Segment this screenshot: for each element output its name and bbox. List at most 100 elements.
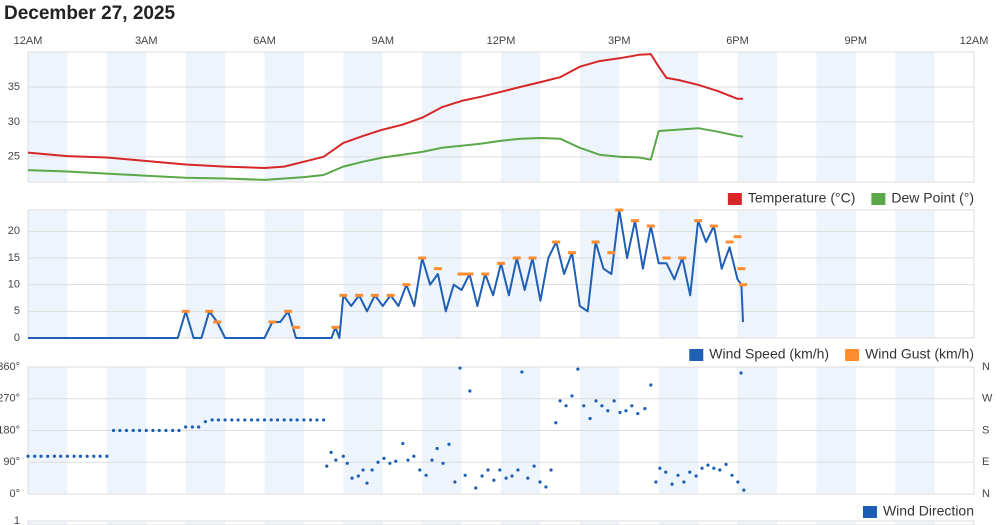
direction-dot — [46, 454, 50, 458]
y2-tick-label: E — [982, 456, 989, 468]
y-tick-label: 15 — [8, 252, 20, 264]
direction-dot — [435, 446, 439, 451]
direction-dot — [739, 371, 743, 375]
y-tick-label: 180° — [0, 424, 20, 436]
direction-dot — [430, 458, 434, 462]
direction-dot — [624, 409, 628, 413]
direction-dot — [243, 418, 247, 422]
gust-marker — [552, 240, 561, 244]
hour-band — [185, 521, 226, 525]
direction-dot — [447, 442, 451, 446]
gust-marker — [284, 309, 293, 313]
gust-marker — [339, 293, 348, 297]
gust-marker — [528, 256, 537, 260]
direction-dot — [223, 418, 227, 422]
y-tick-label: 30 — [8, 116, 20, 128]
gust-marker — [725, 240, 734, 244]
gust-marker — [370, 293, 379, 297]
hour-band — [106, 210, 147, 338]
direction-dot — [388, 461, 392, 465]
direction-dot — [576, 367, 580, 371]
hour-band — [895, 521, 935, 525]
direction-dot — [441, 461, 445, 465]
y-tick-label: 20 — [8, 225, 20, 237]
series-line — [28, 209, 744, 339]
hour-band — [343, 210, 383, 338]
direction-dot — [554, 421, 558, 425]
direction-dot — [72, 454, 76, 458]
direction-dot — [98, 454, 102, 458]
y-tick-label: 1 — [14, 515, 20, 525]
direction-dot — [463, 473, 467, 477]
direction-dot — [418, 468, 422, 472]
gust-marker — [662, 256, 671, 260]
x-tick-label: 12PM — [487, 35, 516, 47]
y-tick-label: 10 — [8, 279, 20, 291]
gust-marker — [386, 293, 395, 297]
direction-dot — [406, 458, 410, 462]
direction-dot — [164, 428, 168, 433]
direction-dot — [177, 428, 181, 433]
gust-marker — [646, 224, 655, 228]
direction-dot — [516, 468, 520, 472]
series-line — [27, 127, 744, 181]
legend-label: Dew Point (°) — [891, 190, 974, 206]
direction-dot — [706, 463, 710, 467]
direction-dot — [549, 468, 553, 472]
direction-dot — [498, 468, 502, 472]
direction-dot — [302, 418, 306, 422]
direction-dot — [144, 428, 148, 433]
hour-band — [658, 521, 699, 525]
y-tick-label: 0 — [14, 332, 20, 344]
direction-dot — [39, 454, 43, 458]
x-tick-label: 6PM — [726, 35, 749, 47]
hour-band — [422, 52, 462, 182]
direction-dot — [124, 428, 129, 433]
direction-dot — [325, 464, 329, 468]
direction-dot — [594, 399, 598, 403]
direction-dot — [636, 411, 640, 416]
gust-marker — [709, 224, 718, 228]
direction-dot — [724, 462, 728, 466]
direction-dot — [370, 468, 374, 472]
direction-dot — [630, 404, 634, 408]
direction-dot — [151, 428, 155, 433]
x-tick-label: 12AM — [14, 35, 43, 47]
direction-dot — [664, 470, 668, 474]
direction-dot — [197, 425, 201, 429]
direction-dot — [504, 476, 508, 480]
direction-dot — [658, 466, 662, 470]
direction-dot — [394, 459, 398, 463]
hour-band — [185, 52, 226, 182]
direction-dot — [538, 480, 542, 484]
hour-band — [895, 52, 935, 182]
y-tick-label: 0° — [9, 488, 20, 500]
series-line — [27, 53, 743, 169]
y-tick-label: 25 — [8, 151, 20, 163]
direction-dot — [712, 466, 716, 470]
direction-dot — [718, 468, 722, 472]
hour-band — [264, 210, 304, 338]
hour-band — [343, 52, 383, 182]
direction-dot — [236, 418, 240, 422]
direction-dot — [210, 418, 214, 422]
legend-label: Wind Gust (km/h) — [865, 346, 974, 362]
direction-dot — [85, 454, 89, 458]
legend-swatch — [727, 193, 742, 205]
x-tick-label: 3AM — [135, 35, 158, 47]
direction-dot — [736, 480, 740, 484]
direction-dot — [230, 418, 234, 422]
gust-marker — [678, 256, 687, 260]
gust-marker — [181, 309, 190, 313]
direction-dot — [78, 454, 83, 458]
direction-dot — [262, 418, 267, 422]
gust-marker — [607, 251, 616, 255]
gust-marker — [465, 272, 474, 276]
gust-marker — [402, 283, 411, 287]
gust-marker — [737, 267, 746, 271]
gust-marker — [355, 293, 364, 297]
direction-dot — [59, 454, 63, 458]
direction-dot — [350, 476, 354, 480]
direction-dot — [412, 454, 416, 458]
hour-band — [579, 52, 620, 182]
